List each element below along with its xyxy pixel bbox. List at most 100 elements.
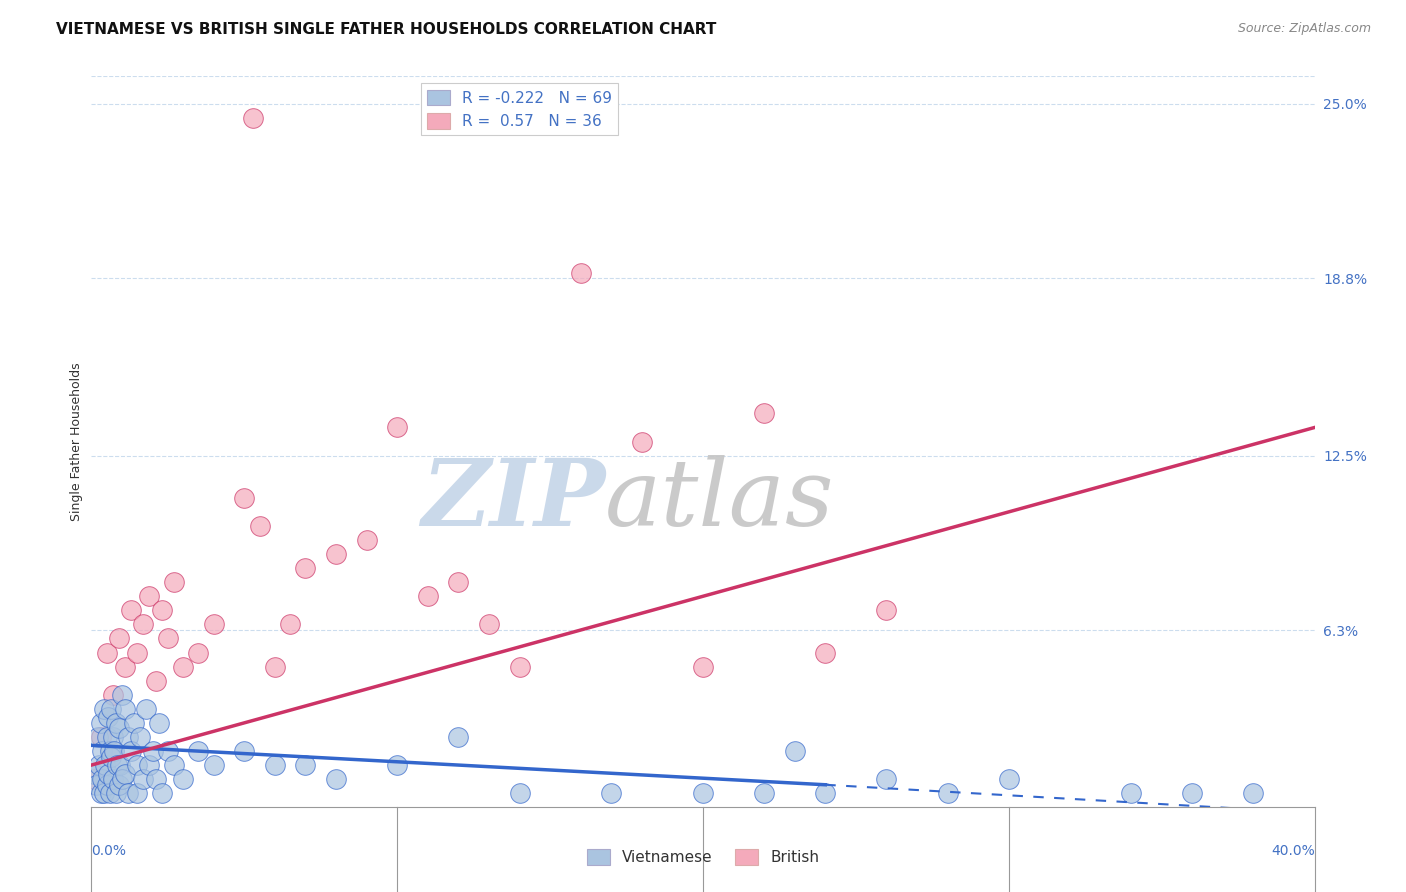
Text: 40.0%: 40.0% [1271,844,1315,858]
Point [111,772,134,786]
Point [96,730,118,744]
Point [90,786,112,800]
Text: Source: ZipAtlas.com: Source: ZipAtlas.com [1237,22,1371,36]
Point [754,406,776,420]
Point [83,766,105,780]
Point [117,730,139,744]
Point [163,575,186,590]
Point [509,659,531,673]
Point [249,519,271,533]
Point [156,632,179,646]
Point [150,786,173,800]
Text: 0.0%: 0.0% [91,844,127,858]
Point [141,744,163,758]
Legend: Vietnamese, British: Vietnamese, British [581,843,825,871]
Point [132,617,155,632]
Point [132,772,155,786]
Point [163,758,186,772]
Point [101,688,124,702]
Point [90,730,112,744]
Point [91,772,114,786]
Point [120,603,142,617]
Point [120,744,142,758]
Point [122,715,145,730]
Point [117,786,139,800]
Point [783,744,806,758]
Point [108,722,131,736]
Point [148,715,170,730]
Point [96,778,118,792]
Point [114,702,136,716]
Point [478,617,501,632]
Point [111,688,134,702]
Point [875,603,898,617]
Point [93,786,115,800]
Point [100,702,122,716]
Point [692,659,714,673]
Point [325,547,347,561]
Point [135,702,157,716]
Point [114,659,136,673]
Point [294,758,316,772]
Point [875,772,898,786]
Point [127,758,149,772]
Point [93,702,115,716]
Point [1181,786,1204,800]
Point [97,710,120,724]
Point [138,758,160,772]
Point [138,589,160,603]
Point [754,786,776,800]
Point [104,786,127,800]
Point [202,758,225,772]
Point [569,266,592,280]
Point [129,730,152,744]
Text: VIETNAMESE VS BRITISH SINGLE FATHER HOUSEHOLDS CORRELATION CHART: VIETNAMESE VS BRITISH SINGLE FATHER HOUS… [56,22,717,37]
Point [98,744,121,758]
Point [356,533,378,547]
Text: atlas: atlas [605,455,835,545]
Point [936,786,959,800]
Point [101,730,124,744]
Point [385,758,409,772]
Point [278,617,301,632]
Point [114,766,136,780]
Point [1121,786,1143,800]
Point [187,744,209,758]
Point [101,772,124,786]
Point [96,646,118,660]
Point [447,575,470,590]
Point [103,744,125,758]
Point [692,786,714,800]
Point [127,786,149,800]
Point [108,632,131,646]
Point [325,772,347,786]
Point [172,659,194,673]
Point [172,772,194,786]
Point [100,749,122,764]
Point [631,434,654,449]
Point [98,786,121,800]
Point [447,730,470,744]
Point [416,589,439,603]
Point [600,786,623,800]
Point [145,772,167,786]
Point [233,744,256,758]
Point [91,744,114,758]
Point [94,758,117,772]
Point [233,491,256,505]
Point [294,561,316,575]
Point [814,646,837,660]
Point [90,715,112,730]
Text: ZIP: ZIP [420,455,605,545]
Point [86,730,108,744]
Y-axis label: Single Father Households: Single Father Households [70,362,83,521]
Point [1243,786,1265,800]
Point [83,772,105,786]
Point [998,772,1021,786]
Point [385,420,409,434]
Point [110,758,132,772]
Point [97,766,120,780]
Point [150,603,173,617]
Point [84,778,107,792]
Point [187,646,209,660]
